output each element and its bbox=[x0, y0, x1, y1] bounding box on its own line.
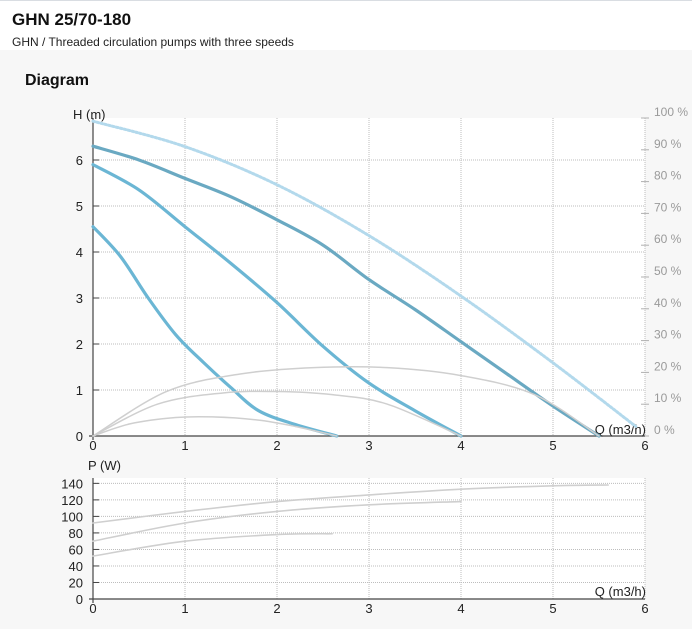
efficiency-tick-label: 50 % bbox=[654, 264, 682, 278]
power-y-tick-label: 0 bbox=[76, 592, 83, 607]
head-x-tick-label: 0 bbox=[89, 438, 96, 453]
power-y-tick-label: 120 bbox=[61, 493, 83, 508]
product-subtitle: GHN / Threaded circulation pumps with th… bbox=[12, 35, 294, 49]
power-y-tick-label: 20 bbox=[69, 575, 83, 590]
power-y-tick-label: 60 bbox=[69, 542, 83, 557]
head-y-tick-label: 5 bbox=[76, 199, 83, 214]
head-curve-speed-2 bbox=[91, 163, 463, 438]
power-x-tick-label: 6 bbox=[641, 601, 648, 616]
efficiency-tick-label: 80 % bbox=[654, 169, 682, 183]
efficiency-tick-label: 10 % bbox=[654, 391, 682, 405]
efficiency-tick-label: 90 % bbox=[654, 137, 682, 151]
power-y-tick-label: 40 bbox=[69, 559, 83, 574]
power-x-tick-label: 4 bbox=[457, 601, 464, 616]
head-curve-efficiency-2 bbox=[92, 390, 462, 437]
power-y-tick-label: 80 bbox=[69, 526, 83, 541]
head-x-tick-label: 1 bbox=[181, 438, 188, 453]
power-y-tick-label: 100 bbox=[61, 509, 83, 524]
power-y-tick-label: 140 bbox=[61, 476, 83, 491]
head-x-tick-label: 5 bbox=[549, 438, 556, 453]
power-x-tick-label: 2 bbox=[273, 601, 280, 616]
head-y-tick-label: 2 bbox=[76, 337, 83, 352]
efficiency-tick-label: 40 % bbox=[654, 296, 682, 310]
head-y-tick-label: 4 bbox=[76, 245, 83, 260]
power-curve-speed-3 bbox=[92, 484, 609, 524]
head-curve-efficiency-max bbox=[91, 119, 638, 428]
head-curve-speed-3 bbox=[91, 144, 601, 438]
diagram-heading: Diagram bbox=[25, 72, 90, 89]
power-y-axis-label: P (W) bbox=[88, 458, 121, 473]
efficiency-tick-label: 0 % bbox=[654, 423, 675, 437]
head-x-tick-label: 3 bbox=[365, 438, 372, 453]
head-y-tick-label: 3 bbox=[76, 291, 83, 306]
product-title: GHN 25/70-180 bbox=[12, 10, 132, 29]
head-y-tick-label: 1 bbox=[76, 383, 83, 398]
efficiency-tick-label: 30 % bbox=[654, 328, 682, 342]
head-y-tick-label: 0 bbox=[76, 429, 83, 444]
head-x-axis-label: Q (m3/h) bbox=[595, 422, 646, 437]
head-x-tick-label: 6 bbox=[641, 438, 648, 453]
power-x-tick-label: 1 bbox=[181, 601, 188, 616]
power-x-tick-label: 0 bbox=[89, 601, 96, 616]
power-curve-speed-2 bbox=[92, 500, 462, 542]
head-x-tick-label: 2 bbox=[273, 438, 280, 453]
efficiency-tick-label: 100 % bbox=[654, 105, 688, 119]
efficiency-tick-label: 60 % bbox=[654, 232, 682, 246]
efficiency-tick-label: 70 % bbox=[654, 200, 682, 214]
head-y-axis-label: H (m) bbox=[73, 107, 106, 122]
power-x-axis-label: Q (m3/h) bbox=[595, 584, 646, 599]
efficiency-tick-label: 20 % bbox=[654, 359, 682, 373]
head-curve-efficiency-1 bbox=[92, 415, 338, 437]
power-x-tick-label: 3 bbox=[365, 601, 372, 616]
head-curve-efficiency-3 bbox=[92, 365, 600, 437]
header: GHN 25/70-180 GHN / Threaded circulation… bbox=[0, 0, 692, 51]
head-x-tick-label: 4 bbox=[457, 438, 464, 453]
head-curve-speed-1 bbox=[91, 225, 339, 438]
power-curve-speed-1 bbox=[92, 532, 333, 557]
head-y-tick-label: 6 bbox=[76, 153, 83, 168]
power-x-tick-label: 5 bbox=[549, 601, 556, 616]
